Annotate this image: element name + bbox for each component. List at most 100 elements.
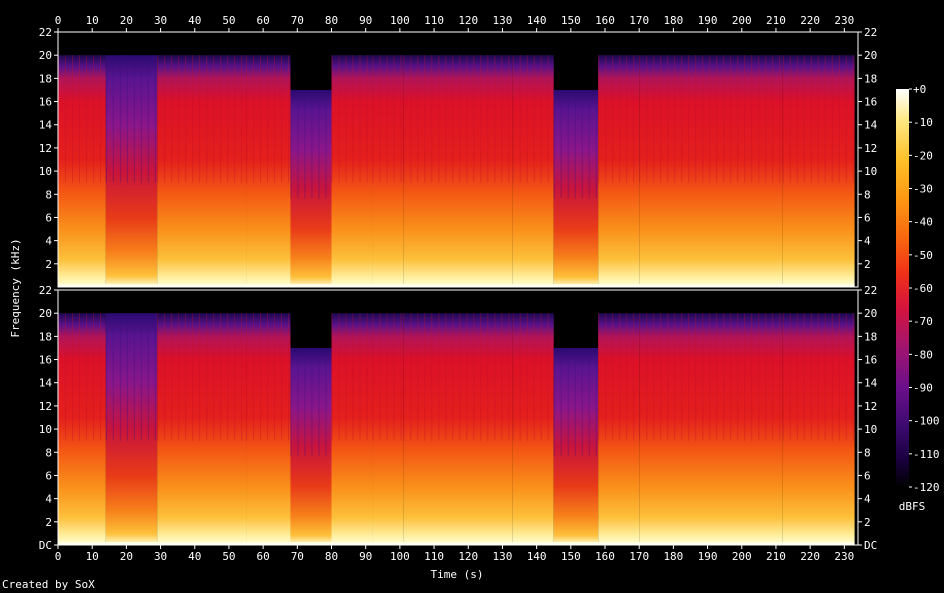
plot-frame xyxy=(57,31,859,288)
spectrogram-segment xyxy=(246,55,291,287)
spectrogram-streak xyxy=(667,313,669,441)
spectrogram-streak xyxy=(480,55,482,183)
x-tick-label: 210 xyxy=(766,14,786,27)
spectrogram-streak xyxy=(246,313,248,441)
spectrogram-streak xyxy=(526,55,528,183)
x-tick-label: 40 xyxy=(188,14,201,27)
y-tick-label: 14 xyxy=(864,119,878,132)
spectrogram-streak xyxy=(227,55,229,183)
y-tick-label: 10 xyxy=(864,165,877,178)
spectrogram-streak xyxy=(702,313,704,441)
spectrogram-streak xyxy=(379,55,381,183)
spectrogram-streak xyxy=(588,89,590,199)
spectrogram-segment xyxy=(598,55,640,287)
x-tick-label: 230 xyxy=(834,550,854,563)
x-tick-label: 80 xyxy=(325,14,338,27)
spectrogram-streak xyxy=(65,313,66,441)
colorbar-tick-label: +0 xyxy=(913,83,926,96)
colorbar-tick-label: -60 xyxy=(913,282,933,295)
x-tick-label: 80 xyxy=(325,550,338,563)
spectrogram-streak xyxy=(260,313,262,441)
spectrogram-segment xyxy=(782,55,855,287)
spectrogram-streak xyxy=(359,313,361,441)
y-tick-label: 12 xyxy=(864,142,877,155)
spectrogram-streak xyxy=(626,313,628,441)
spectrogram-streak xyxy=(595,89,597,199)
colorbar-tick-label: -110 xyxy=(913,448,940,461)
spectrogram-streak xyxy=(445,55,447,183)
x-tick-label: 50 xyxy=(222,14,235,27)
spectrogram-streak xyxy=(445,313,447,441)
y-tick-label: 14 xyxy=(864,377,878,390)
spectrogram-streak xyxy=(487,55,489,183)
y-tick-label: 16 xyxy=(39,354,52,367)
spectrogram-streak xyxy=(480,313,482,441)
spectrogram-streak xyxy=(598,55,600,183)
x-tick-label: 130 xyxy=(493,550,513,563)
spectrogram-streak xyxy=(695,55,697,183)
spectrogram-streak xyxy=(178,55,180,183)
spectrogram-streak xyxy=(782,55,784,183)
spectrogram-streak xyxy=(274,55,276,183)
spectrogram-streak xyxy=(431,55,433,183)
spectrogram-streak xyxy=(674,313,676,441)
spectrogram-streak xyxy=(581,347,583,457)
x-tick-label: 30 xyxy=(154,14,167,27)
spectrogram-streak xyxy=(331,55,333,183)
dc-band xyxy=(58,542,855,545)
y-tick-label: 4 xyxy=(45,493,52,506)
spectrogram-streak xyxy=(185,55,187,183)
spectrogram-streak xyxy=(72,55,73,183)
spectrogram-streak xyxy=(494,313,496,441)
spectrogram-segment xyxy=(290,89,332,287)
spectrogram-streak xyxy=(352,313,354,441)
spectrogram-streak xyxy=(338,55,340,183)
spectrogram-streak xyxy=(574,89,576,199)
spectrogram-streak xyxy=(553,347,555,457)
spectrogram-streak xyxy=(547,55,549,183)
spectrogram-streak xyxy=(501,55,503,183)
spectrogram-streak xyxy=(253,313,255,441)
spectrogram-streak xyxy=(234,313,236,441)
y-tick-label: 18 xyxy=(864,330,877,343)
spectrogram-streak xyxy=(716,313,718,441)
spectrogram-segment xyxy=(290,347,332,545)
colorbar-tick-label: -40 xyxy=(913,216,933,229)
spectrogram-streak xyxy=(466,55,468,183)
x-tick-label: 60 xyxy=(257,550,270,563)
spectrogram-streak xyxy=(393,55,395,183)
y-tick-label: 6 xyxy=(864,211,871,224)
y-tick-label: 2 xyxy=(864,258,871,271)
spectrogram-streak xyxy=(737,313,739,441)
x-tick-label: 90 xyxy=(359,550,372,563)
spectrogram-streak xyxy=(253,55,255,183)
spectrogram-streak xyxy=(796,313,798,441)
spectrogram-streak xyxy=(304,89,306,199)
spectrogram-streak xyxy=(452,313,454,441)
spectrogram-streak xyxy=(695,313,697,441)
y-tick-label: 18 xyxy=(864,72,877,85)
spectrogram-streak xyxy=(519,55,521,183)
spectrogram-streak xyxy=(386,55,388,183)
spectrogram-streak xyxy=(487,313,489,441)
spectrogram-streak xyxy=(803,55,805,183)
spectrogram-streak xyxy=(424,313,426,441)
spectrogram-streak xyxy=(297,89,299,199)
spectrogram-streak xyxy=(466,313,468,441)
spectrogram-streak xyxy=(744,313,746,441)
spectrogram-streak xyxy=(681,55,683,183)
spectrogram-streak xyxy=(494,55,496,183)
x-tick-label: 160 xyxy=(595,14,615,27)
y-tick-label: 16 xyxy=(39,96,52,109)
spectrogram-streak xyxy=(290,89,292,199)
spectrogram-streak xyxy=(288,55,290,183)
spectrogram-streak xyxy=(646,313,648,441)
spectrogram-segment xyxy=(246,313,291,545)
x-tick-label: 220 xyxy=(800,14,820,27)
spectrogram-streak xyxy=(810,55,812,183)
x-tick-label: 190 xyxy=(698,14,718,27)
x-tick-label: 130 xyxy=(493,14,513,27)
spectrogram-streak xyxy=(653,55,655,183)
spectrogram-streak xyxy=(758,313,760,441)
y-tick-label: 2 xyxy=(45,516,52,529)
